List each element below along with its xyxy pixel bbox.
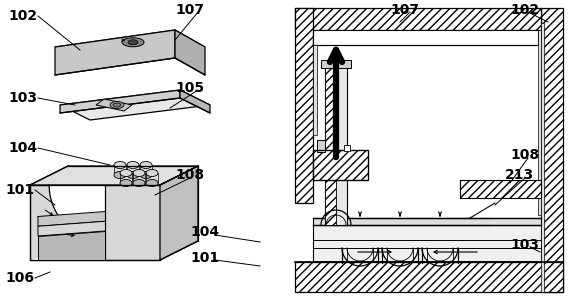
Text: 102: 102: [8, 9, 37, 23]
Polygon shape: [38, 212, 105, 226]
Text: 104: 104: [190, 225, 219, 239]
Bar: [295, 8, 541, 30]
Text: 101: 101: [190, 251, 219, 265]
Ellipse shape: [146, 179, 158, 187]
Text: 108: 108: [175, 168, 204, 182]
Bar: [325, 65, 347, 225]
Text: 108: 108: [510, 148, 539, 162]
Bar: [541, 23, 544, 292]
Bar: [344, 145, 350, 151]
Polygon shape: [96, 99, 132, 111]
Ellipse shape: [120, 179, 132, 187]
Bar: [295, 262, 563, 292]
Polygon shape: [160, 166, 198, 260]
Text: 213: 213: [505, 168, 534, 182]
Bar: [538, 30, 541, 215]
Text: 101: 101: [5, 183, 34, 197]
Text: 102: 102: [510, 3, 539, 17]
Text: 104: 104: [8, 141, 37, 155]
Ellipse shape: [128, 40, 138, 45]
Ellipse shape: [127, 161, 139, 169]
Bar: [321, 60, 351, 68]
Text: 103: 103: [8, 91, 37, 105]
Polygon shape: [60, 90, 180, 113]
Text: 107: 107: [390, 3, 419, 17]
Ellipse shape: [114, 161, 126, 169]
Polygon shape: [55, 30, 175, 75]
Ellipse shape: [113, 103, 121, 107]
Bar: [460, 180, 541, 198]
Text: 105: 105: [175, 81, 204, 95]
Polygon shape: [38, 221, 105, 236]
Ellipse shape: [127, 172, 139, 178]
Bar: [313, 150, 368, 180]
Ellipse shape: [140, 172, 152, 178]
Ellipse shape: [122, 38, 144, 47]
Text: 107: 107: [175, 3, 204, 17]
Text: 106: 106: [5, 271, 34, 285]
Polygon shape: [60, 90, 210, 120]
Polygon shape: [55, 30, 205, 65]
Ellipse shape: [120, 169, 132, 176]
Bar: [325, 65, 336, 225]
Polygon shape: [30, 185, 105, 260]
Text: 103: 103: [510, 238, 539, 252]
Ellipse shape: [146, 169, 158, 176]
Bar: [313, 45, 317, 135]
Bar: [313, 225, 541, 262]
Polygon shape: [30, 185, 160, 260]
Bar: [317, 140, 325, 152]
Polygon shape: [30, 166, 198, 185]
Ellipse shape: [133, 169, 145, 176]
Ellipse shape: [110, 101, 124, 109]
Polygon shape: [38, 231, 105, 260]
Bar: [541, 8, 563, 292]
Ellipse shape: [133, 179, 145, 187]
Bar: [295, 8, 313, 203]
Polygon shape: [175, 30, 205, 75]
Ellipse shape: [114, 172, 126, 178]
Ellipse shape: [140, 161, 152, 169]
Bar: [313, 30, 538, 45]
Bar: [313, 218, 541, 225]
Bar: [313, 150, 368, 180]
Polygon shape: [180, 90, 210, 113]
